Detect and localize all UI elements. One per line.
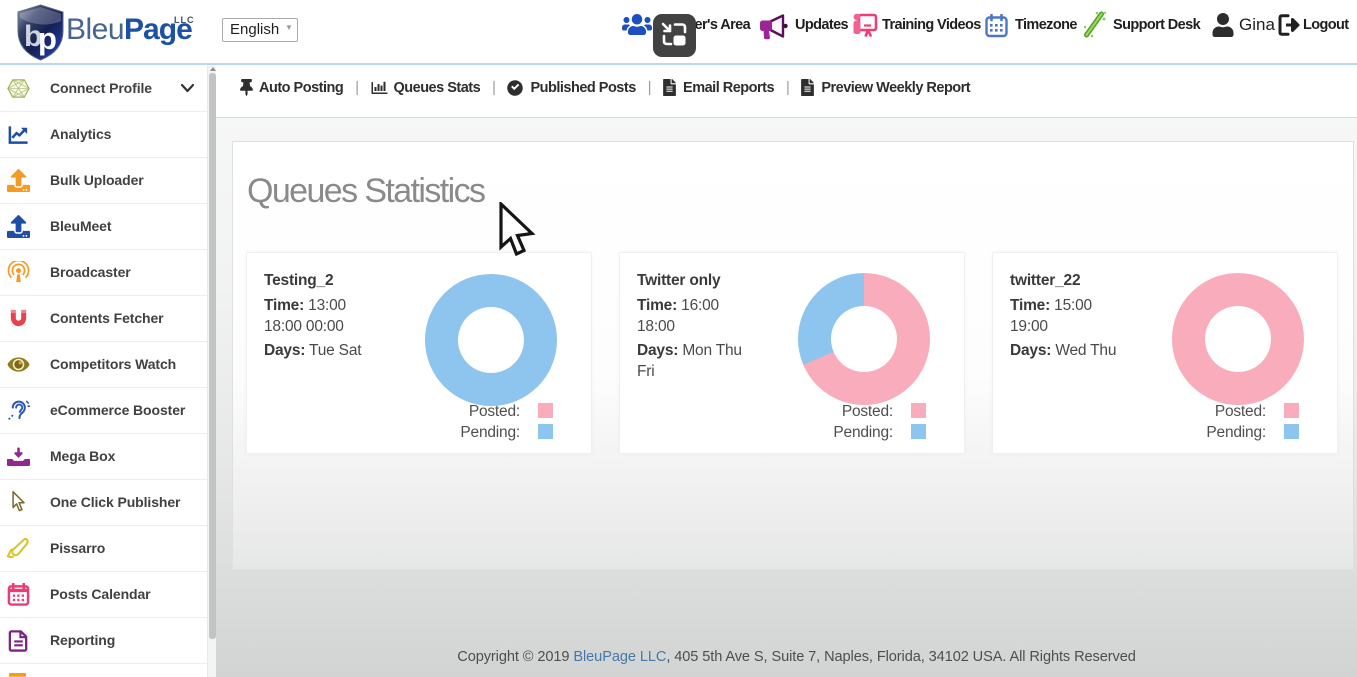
svg-text:p: p	[38, 21, 57, 56]
svg-text:b: b	[24, 20, 42, 53]
